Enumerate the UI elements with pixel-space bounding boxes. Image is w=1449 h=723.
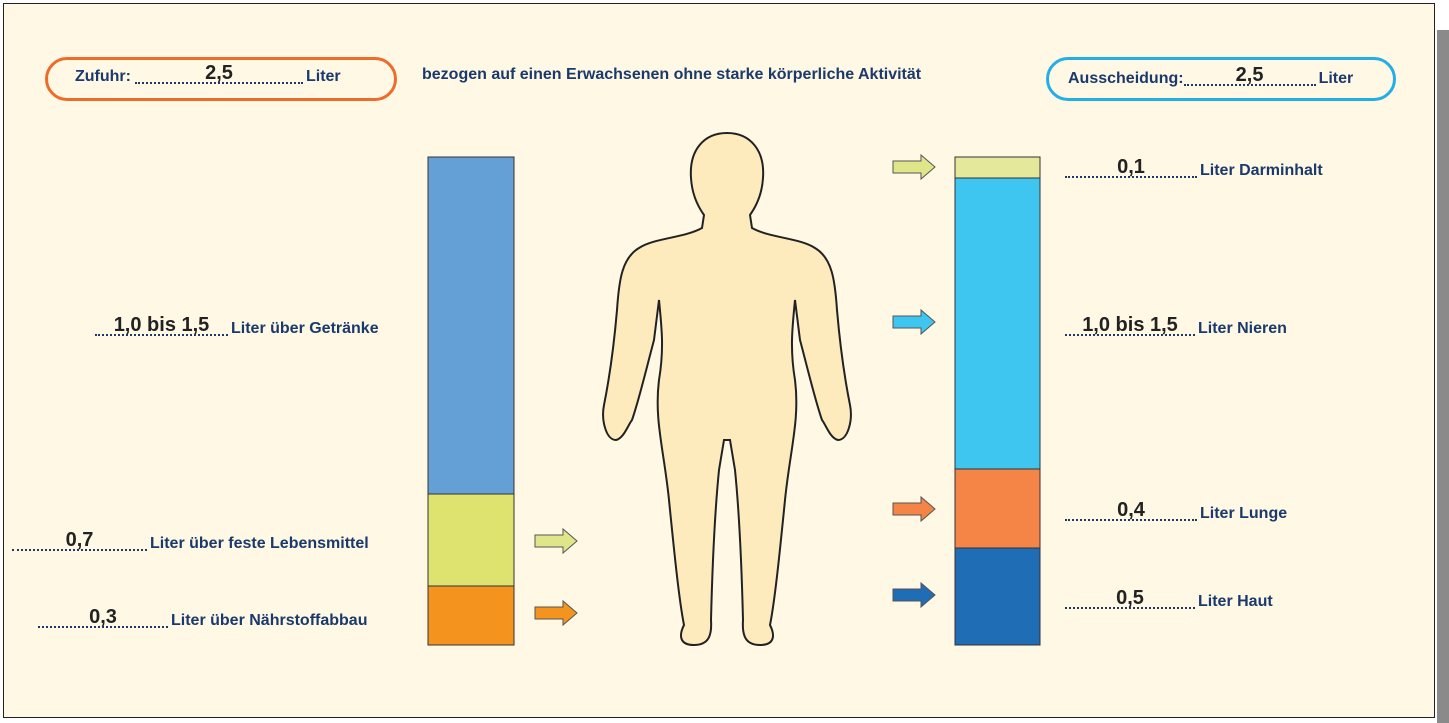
item-label: Liter über Getränke xyxy=(231,320,379,338)
intake-amount: 2,5 xyxy=(135,64,303,84)
bar-segment xyxy=(955,157,1040,178)
intake-label: Zufuhr: xyxy=(75,68,131,86)
arrow xyxy=(535,601,577,625)
intake-bar xyxy=(428,157,514,645)
output-label: Ausscheidung: xyxy=(1068,70,1184,88)
note-row: bezogen auf einen Erwachsenen ohne stark… xyxy=(422,66,921,84)
page: Zufuhr: 2,5 Liter bezogen auf einen Erwa… xyxy=(0,0,1449,723)
arrow xyxy=(893,497,935,521)
intake-header: Zufuhr: 2,5 Liter xyxy=(75,64,341,86)
arrow xyxy=(893,310,935,334)
item-label: Liter über Nährstoffabbau xyxy=(171,612,367,630)
bar-segment xyxy=(955,548,1040,645)
item-amount: 0,3 xyxy=(38,608,168,628)
arrow xyxy=(893,583,935,607)
arrow xyxy=(535,529,577,553)
item-label: Liter Darminhalt xyxy=(1200,162,1323,180)
item-amount: 0,5 xyxy=(1065,589,1195,609)
output-bar xyxy=(955,157,1040,645)
bar-segment xyxy=(955,469,1040,548)
item-label: Liter Haut xyxy=(1198,593,1273,611)
intake-unit: Liter xyxy=(306,68,341,86)
output-unit: Liter xyxy=(1319,70,1354,88)
bar-segment xyxy=(428,494,514,586)
note: bezogen auf einen Erwachsenen ohne stark… xyxy=(422,66,921,84)
output-header: Ausscheidung: 2,5 Liter xyxy=(1068,66,1353,88)
item-label: Liter über feste Lebensmittel xyxy=(150,535,369,553)
item-label: Liter Lunge xyxy=(1200,505,1287,523)
item-amount: 0,1 xyxy=(1065,158,1197,178)
item-amount: 0,4 xyxy=(1065,501,1197,521)
item-amount: 1,0 bis 1,5 xyxy=(1065,316,1195,336)
output-amount: 2,5 xyxy=(1184,66,1316,86)
human-silhouette xyxy=(603,133,851,645)
bar-segment xyxy=(955,178,1040,469)
item-label: Liter Nieren xyxy=(1198,320,1287,338)
bar-segment xyxy=(428,586,514,645)
bar-segment xyxy=(428,157,514,494)
item-amount: 1,0 bis 1,5 xyxy=(95,316,228,336)
item-amount: 0,7 xyxy=(12,531,147,551)
arrow xyxy=(893,155,935,179)
